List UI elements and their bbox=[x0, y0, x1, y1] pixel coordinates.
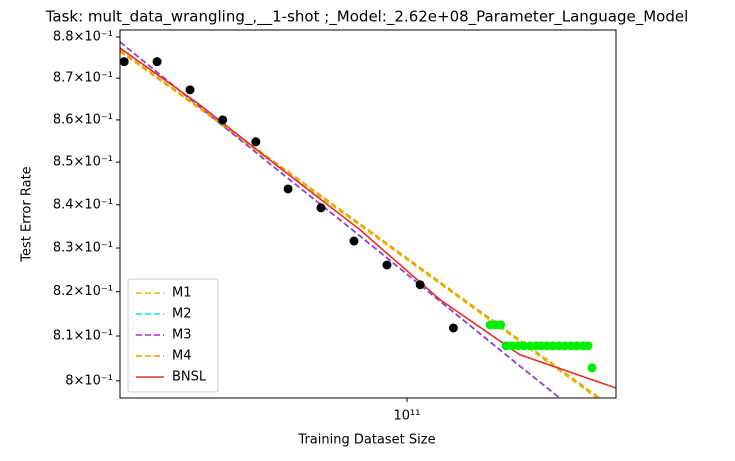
legend-box bbox=[127, 278, 219, 393]
data-point bbox=[218, 115, 228, 125]
legend-label: M4 bbox=[172, 349, 192, 364]
x-tick-label: 10¹¹ bbox=[394, 409, 421, 424]
legend-label: BNSL bbox=[172, 370, 207, 385]
y-tick-label: 8.3×10⁻¹ bbox=[53, 241, 113, 256]
data-point bbox=[152, 57, 162, 67]
legend-label: M1 bbox=[172, 286, 192, 301]
legend-label: M3 bbox=[172, 328, 192, 343]
legend-label: M2 bbox=[172, 307, 192, 322]
y-tick-label: 8×10⁻¹ bbox=[65, 373, 113, 388]
data-point bbox=[349, 236, 359, 246]
x-axis-label: Training Dataset Size bbox=[297, 433, 435, 448]
plot-area bbox=[120, 41, 616, 398]
y-tick-label: 8.1×10⁻¹ bbox=[53, 329, 113, 344]
axes-frame bbox=[119, 29, 617, 399]
chart-title: Task: mult_data_wrangling_,__1-shot ;_Mo… bbox=[45, 8, 689, 27]
y-tick-label: 8.2×10⁻¹ bbox=[53, 284, 113, 299]
y-tick-label: 8.6×10⁻¹ bbox=[53, 112, 113, 127]
y-tick-label: 8.8×10⁻¹ bbox=[53, 29, 113, 44]
data-point bbox=[415, 280, 425, 290]
data-point bbox=[583, 341, 593, 351]
data-point bbox=[496, 320, 506, 330]
data-point bbox=[316, 203, 326, 213]
data-point bbox=[382, 260, 392, 270]
data-point bbox=[185, 85, 195, 95]
y-tick-label: 8.5×10⁻¹ bbox=[53, 155, 113, 170]
y-axis-label: Test Error Rate bbox=[20, 166, 35, 262]
data-point bbox=[283, 184, 293, 194]
data-point bbox=[448, 323, 458, 333]
data-point bbox=[251, 137, 261, 147]
fit-line bbox=[120, 41, 562, 398]
data-point bbox=[120, 57, 129, 67]
fit-line bbox=[120, 47, 616, 389]
y-tick-label: 8.7×10⁻¹ bbox=[53, 71, 113, 86]
data-point bbox=[587, 363, 597, 373]
y-tick-label: 8.4×10⁻¹ bbox=[53, 197, 113, 212]
